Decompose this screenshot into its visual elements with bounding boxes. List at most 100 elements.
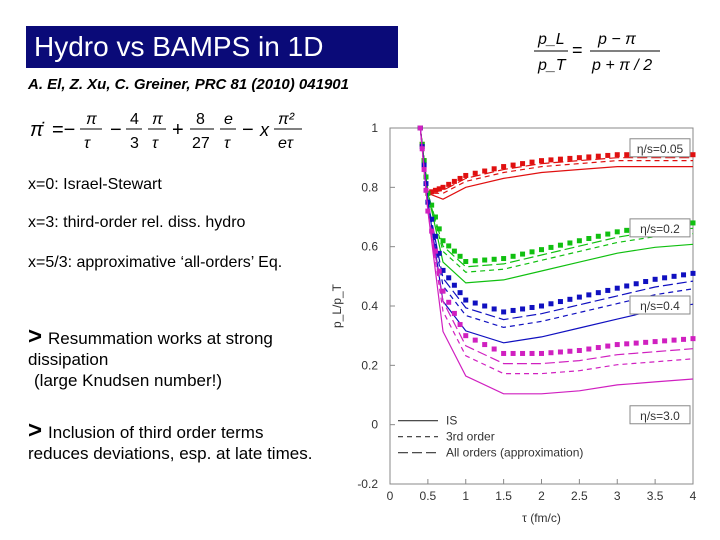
bamps-point	[652, 339, 658, 345]
bamps-point	[690, 336, 696, 342]
bamps-point	[643, 279, 649, 285]
bullet-text: Resummation works at strong dissipation	[28, 329, 273, 369]
bamps-point	[429, 216, 435, 222]
svg-text:−: −	[110, 119, 122, 141]
bamps-point	[529, 159, 535, 165]
bamps-point	[440, 184, 446, 190]
bamps-point	[567, 240, 573, 246]
x-tick-label: 3.5	[647, 489, 664, 503]
bamps-point	[539, 350, 544, 356]
bamps-point	[529, 304, 535, 310]
bamps-point	[423, 187, 429, 193]
bamps-point	[576, 155, 582, 161]
eq-t3-cden: 27	[192, 135, 210, 152]
bamps-point	[567, 155, 573, 161]
eq-t3-num: e	[224, 111, 233, 128]
bamps-point	[429, 189, 435, 195]
bamps-point	[576, 348, 582, 353]
series-label: η/s=0.4	[640, 299, 680, 313]
bamps-point	[529, 350, 535, 356]
bamps-point	[436, 186, 442, 192]
series-label-box	[629, 138, 691, 158]
bamps-point	[586, 292, 592, 298]
bamps-point	[436, 226, 442, 232]
bamps-point	[451, 178, 457, 184]
bamps-point	[446, 275, 452, 281]
bamps-point	[586, 346, 592, 352]
eq-t2-cden: 3	[130, 135, 139, 152]
eq2-lhs-num: p_L	[537, 31, 565, 48]
pressure-anisotropy-chart: 0 0.5 1 1.5 2 2.5 3 3.5 4 -0.2 0 0.2 0.4 0.6 0.8 1 τ (fm…	[330, 121, 697, 525]
bamps-point	[681, 336, 687, 342]
bamps-point	[557, 156, 563, 162]
eq-t3-cnum: 8	[196, 111, 205, 128]
bamps-point	[605, 231, 611, 237]
bamps-point	[624, 283, 630, 289]
hydro-curve-all-orders	[419, 127, 694, 321]
bamps-point	[446, 181, 452, 187]
bamps-point	[451, 282, 457, 288]
bamps-point	[429, 202, 435, 208]
bamps-point	[417, 125, 423, 131]
y-tick-label: 0.8	[361, 180, 378, 194]
bamps-point	[567, 348, 573, 354]
bullet-knudsen: (large Knudsen number!)	[34, 370, 334, 391]
bullet-resummation: > Resummation works at strong dissipation	[28, 323, 328, 370]
bamps-point	[624, 152, 630, 158]
bamps-point	[539, 247, 544, 253]
bamps-point	[482, 342, 488, 348]
bamps-point	[432, 214, 438, 220]
bamps-point	[423, 174, 429, 180]
bamps-point	[652, 276, 658, 282]
bamps-point	[440, 288, 446, 294]
bamps-point	[425, 199, 431, 205]
bamps-point	[457, 175, 463, 181]
bamps-point	[690, 220, 696, 226]
bamps-point	[482, 257, 488, 263]
bamps-point	[624, 341, 630, 347]
bamps-point	[557, 299, 563, 305]
bamps-point	[557, 349, 563, 355]
hydro-curve-is	[419, 127, 694, 395]
bamps-point	[463, 297, 469, 303]
bamps-point	[436, 268, 442, 274]
eq-t1-den: τ	[84, 135, 91, 152]
x-tick-label: 1	[462, 489, 469, 503]
x-axis-label: τ (fm/c)	[522, 511, 561, 525]
eq2-rhs-num: p − π	[597, 31, 636, 48]
bamps-point	[624, 227, 630, 233]
bamps-point	[671, 273, 677, 279]
eq-t2-cnum: 4	[130, 111, 139, 128]
bamps-point	[520, 350, 526, 356]
bamps-point	[643, 339, 649, 345]
bamps-point	[419, 146, 425, 152]
hydro-curve-all-orders	[419, 127, 694, 365]
bamps-point	[491, 256, 497, 262]
series-label-box	[629, 295, 691, 315]
eq-t4-num: π²	[278, 111, 295, 128]
legend-label: All orders (approximation)	[446, 446, 583, 460]
eq-t3-den: τ	[224, 135, 231, 152]
bamps-point	[567, 296, 573, 302]
bamps-point	[501, 256, 507, 262]
bamps-point	[595, 153, 601, 159]
bamps-point	[432, 187, 438, 193]
bamps-point	[548, 244, 554, 250]
svg-text:=−: =−	[52, 119, 75, 141]
eq-t1-num: π	[86, 111, 97, 128]
bamps-point	[457, 322, 463, 328]
bamps-point	[662, 338, 668, 344]
y-tick-label: -0.2	[357, 477, 378, 491]
bamps-point	[586, 236, 592, 242]
bamps-point	[690, 152, 696, 158]
series-label-box	[629, 405, 691, 425]
bullet-marker: >	[28, 323, 43, 350]
item-israel-stewart: x=0: Israel-Stewart	[28, 176, 162, 193]
bamps-point	[539, 303, 544, 309]
svg-text:=: =	[572, 40, 583, 60]
bamps-point	[482, 168, 488, 174]
bamps-point	[446, 243, 452, 249]
bamps-point	[501, 350, 507, 356]
bamps-point	[501, 164, 507, 170]
hydro-curve-third-order	[419, 127, 693, 194]
